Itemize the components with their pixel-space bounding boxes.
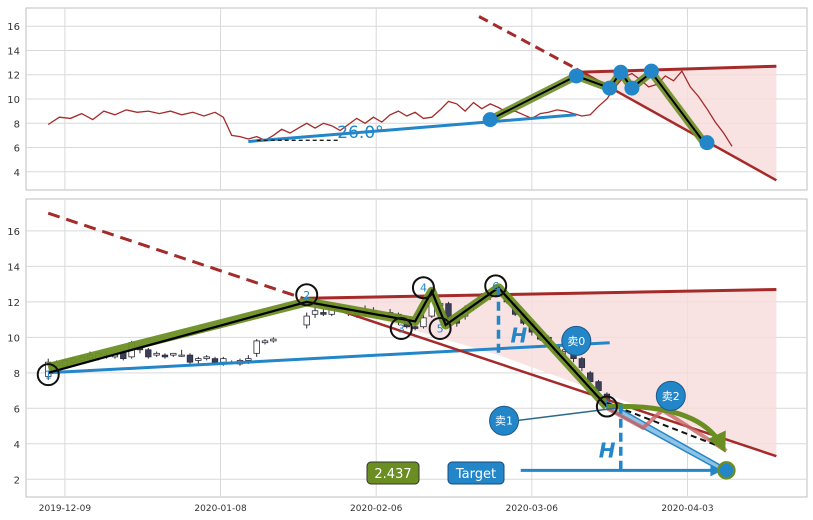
bottom-ytick-label: 12 [7, 298, 20, 309]
top-pivot-dot [568, 68, 584, 84]
sell-signal-marker [489, 405, 520, 436]
bottom-ytick-label: 14 [7, 262, 20, 273]
top-ytick-label: 6 [14, 144, 20, 155]
candle-body [245, 358, 252, 361]
candle-body [411, 326, 419, 329]
projection-dashed-line [606, 402, 727, 451]
pivot-circle [428, 316, 452, 340]
candle-body [153, 352, 160, 356]
target-value-label: 2.437 [374, 467, 411, 482]
sell-signal-marker [561, 325, 592, 356]
top-pivot-dot [482, 112, 498, 128]
sell-signal-marker [655, 380, 686, 411]
candle-body [211, 358, 219, 363]
target-value-box [366, 461, 420, 485]
h-measure-right-label: H [599, 439, 616, 463]
pivot-label: 3 [398, 322, 405, 335]
bottom-ytick-label: 6 [14, 404, 20, 415]
top-ytick-label: 12 [7, 71, 20, 82]
x-tick-label: 2020-01-08 [194, 504, 247, 514]
target-point [717, 461, 736, 480]
candle-body [578, 358, 586, 368]
candle-body [170, 352, 177, 356]
top-pivot-dot [624, 80, 640, 96]
top-angle-label: 26.0° [337, 123, 383, 143]
candle-body [270, 338, 277, 342]
projection-red-path [605, 406, 728, 453]
projection-green-arrow [606, 404, 726, 453]
pivot-label: 6 [492, 280, 499, 293]
top-falling-line-dashed [478, 15, 578, 71]
top-ytick-label: 14 [7, 46, 20, 57]
top-ytick-label: 16 [7, 22, 20, 33]
x-tick-label: 2020-04-03 [661, 504, 713, 514]
candle-body [161, 354, 169, 358]
bottom-ytick-label: 10 [7, 333, 20, 344]
top-panel: 4 6 8 10 12 14 16 26.0° [7, 7, 808, 191]
pivot-label: 2 [303, 289, 310, 302]
sell-signal-label: 卖0 [567, 335, 585, 348]
bottom-falling-line-dashed [47, 211, 308, 301]
bottom-sell-zone-fill [306, 289, 777, 457]
h-measure-left-label: H [510, 323, 527, 347]
target-label-box [447, 461, 505, 485]
x-axis: 2019-12-09 2020-01-08 2020-02-06 2020-03-06… [39, 504, 714, 514]
top-support-line [248, 113, 577, 143]
bottom-ytick-label: 4 [14, 440, 20, 451]
candle-body [595, 381, 602, 391]
candle-body [261, 340, 269, 344]
top-ytick-label: 10 [7, 95, 20, 106]
candle-body [145, 349, 152, 358]
top-ytick-label: 8 [14, 119, 20, 130]
pivot-circle [411, 276, 435, 300]
top-pivot-dot [613, 64, 629, 80]
x-tick-label: 2020-03-06 [506, 504, 559, 514]
candle-body [253, 340, 260, 354]
candle-body [186, 354, 194, 363]
x-tick-label: 2020-02-06 [350, 504, 403, 514]
target-label-text: Target [455, 467, 496, 482]
candle-body [320, 312, 327, 315]
candle-body [220, 358, 227, 363]
pivot-label: 4 [420, 282, 427, 295]
candle-body [178, 354, 185, 357]
top-pivot-dot [602, 80, 618, 96]
candle-body [311, 310, 319, 315]
top-ytick-label: 4 [14, 168, 20, 179]
pivot-label: 5 [437, 322, 444, 335]
pivot-label: 1 [45, 369, 52, 382]
bottom-support-line [48, 341, 610, 375]
breakout-circle [595, 395, 618, 418]
candle-body [303, 315, 310, 326]
top-pivot-dot [699, 135, 715, 151]
pivot-circle [295, 283, 319, 307]
sell-signal-label: 卖2 [662, 390, 680, 403]
candle-body [420, 317, 427, 328]
bottom-ytick-label: 2 [14, 475, 20, 486]
bottom-ytick-label: 8 [14, 369, 20, 380]
pivot-circle [36, 363, 60, 387]
x-tick-label: 2019-12-09 [39, 504, 92, 514]
candle-body [195, 358, 202, 361]
top-pivot-dot [643, 63, 659, 79]
top-resistance-line [576, 64, 777, 74]
pivot-circle [484, 274, 508, 298]
target-arrowhead [710, 464, 723, 477]
bottom-falling-line [306, 298, 777, 458]
bottom-resistance-line [306, 288, 777, 300]
candle-body [203, 356, 210, 360]
bottom-ytick-label: 16 [7, 227, 20, 238]
sell-signal-label: 卖1 [495, 415, 513, 428]
pivot-circle [389, 316, 413, 340]
